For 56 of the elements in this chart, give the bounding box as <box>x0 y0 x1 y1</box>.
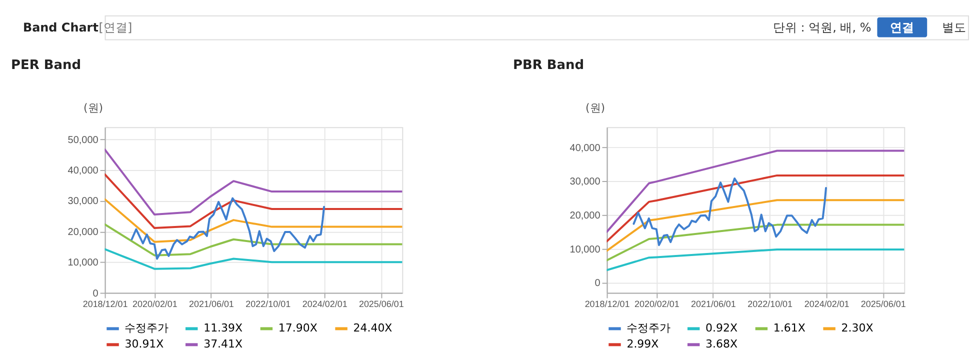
line-series <box>606 224 904 262</box>
legend-label: 11.39X <box>204 322 243 335</box>
line-series <box>606 248 904 272</box>
x-tick-label: 2025/06/01 <box>860 299 906 310</box>
legend-label: 17.90X <box>278 322 318 335</box>
y-tick-label: 10,000 <box>68 258 99 269</box>
legend-label: 1.61X <box>773 322 806 335</box>
x-tick-label: 2022/10/01 <box>246 299 291 310</box>
chart-title: PER Band <box>10 58 82 74</box>
y-tick-label: 30,000 <box>68 196 99 208</box>
line-series <box>104 223 402 256</box>
x-tick-label: 2018/12/01 <box>82 299 128 310</box>
text: [연결] <box>98 20 132 34</box>
legend-label: 수정주가 <box>124 322 169 335</box>
y-tick-label: 30,000 <box>570 176 601 188</box>
y-tick-label: 20,000 <box>68 226 99 238</box>
legend-label: 2.99X <box>626 338 660 351</box>
x-tick-label: 2024/02/01 <box>804 299 850 310</box>
line-series <box>104 173 402 230</box>
x-tick-label: 2018/12/01 <box>584 299 630 310</box>
legend-label: 수정주가 <box>626 322 671 335</box>
line-series <box>606 150 904 233</box>
y-tick-label: 40,000 <box>570 142 601 154</box>
line-series <box>104 148 402 216</box>
legend-label: 30.91X <box>124 338 164 351</box>
x-tick-label: 2020/02/01 <box>634 299 680 310</box>
x-tick-label: 2021/06/01 <box>691 299 736 310</box>
y-tick-label: 0 <box>92 288 99 300</box>
legend-label: 0.92X <box>706 322 738 335</box>
x-tick-label: 2024/02/01 <box>302 299 348 310</box>
text: 연결 <box>890 20 914 34</box>
line-series <box>606 174 904 242</box>
legend-label: 24.40X <box>353 322 393 335</box>
text: 단위 : 억원, 배, % <box>772 20 872 34</box>
line-series <box>104 198 402 243</box>
legend-label: 37.41X <box>204 338 243 351</box>
chart-title: PBR Band <box>512 58 584 74</box>
y-axis-title: (원) <box>84 102 104 115</box>
legend-label: 2.30X <box>841 322 874 335</box>
line-series <box>104 248 402 270</box>
x-tick-label: 2021/06/01 <box>189 299 234 310</box>
text: Band Chart <box>22 20 99 34</box>
y-tick-label: 40,000 <box>68 166 99 177</box>
y-axis-title: (원) <box>586 102 606 115</box>
y-tick-label: 0 <box>594 278 601 290</box>
line-series <box>606 199 904 252</box>
line-series <box>130 197 326 260</box>
x-tick-label: 2025/06/01 <box>358 299 404 310</box>
x-tick-label: 2022/10/01 <box>748 299 793 310</box>
y-tick-label: 50,000 <box>68 134 99 146</box>
text: 별도 <box>942 20 966 34</box>
line-series <box>632 177 827 246</box>
x-tick-label: 2020/02/01 <box>132 299 178 310</box>
y-tick-label: 10,000 <box>570 244 601 256</box>
legend-label: 3.68X <box>706 338 738 351</box>
y-tick-label: 20,000 <box>570 210 601 222</box>
